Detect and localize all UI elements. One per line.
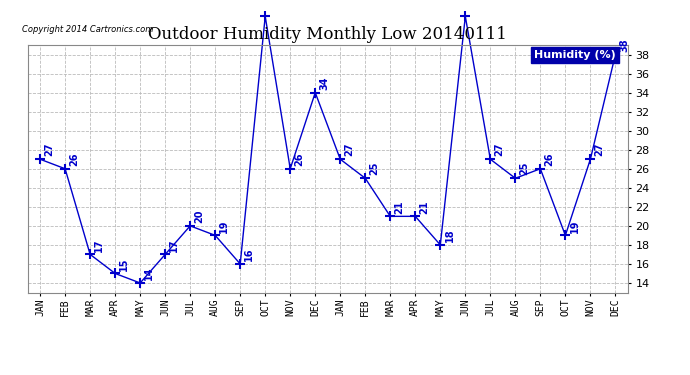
Text: 42: 42 — [0, 374, 1, 375]
Text: 17: 17 — [95, 238, 104, 252]
Text: 16: 16 — [244, 248, 255, 261]
Text: 21: 21 — [395, 200, 404, 214]
Text: 25: 25 — [369, 162, 380, 176]
Text: 19: 19 — [569, 219, 580, 232]
Text: 25: 25 — [520, 162, 529, 176]
Text: 18: 18 — [444, 228, 455, 242]
Text: 20: 20 — [195, 210, 204, 223]
Text: 26: 26 — [544, 153, 555, 166]
Text: 15: 15 — [119, 257, 129, 271]
Text: 17: 17 — [169, 238, 179, 252]
Text: 21: 21 — [420, 200, 429, 214]
Text: 38: 38 — [620, 38, 629, 52]
Text: Copyright 2014 Cartronics.com: Copyright 2014 Cartronics.com — [21, 25, 153, 34]
Text: 19: 19 — [219, 219, 229, 232]
Text: 27: 27 — [595, 143, 604, 156]
Text: 42: 42 — [0, 374, 1, 375]
Title: Outdoor Humidity Monthly Low 20140111: Outdoor Humidity Monthly Low 20140111 — [148, 27, 507, 44]
Text: 26: 26 — [295, 153, 304, 166]
Text: 26: 26 — [69, 153, 79, 166]
Text: Humidity (%): Humidity (%) — [534, 50, 616, 60]
Text: 14: 14 — [144, 267, 155, 280]
Text: 34: 34 — [319, 76, 329, 90]
Text: 27: 27 — [44, 143, 55, 156]
Text: 27: 27 — [344, 143, 355, 156]
Text: 27: 27 — [495, 143, 504, 156]
